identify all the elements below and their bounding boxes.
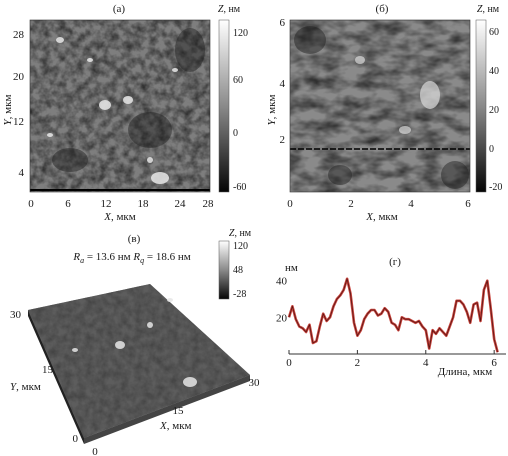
panel-b-colorbar-tick: 0 [489, 144, 494, 155]
panel-b-colorbar-tick: -20 [489, 182, 502, 193]
panel-d-x-axis-label: Длина, мкм [438, 366, 492, 378]
panel-a-y-tick: 4 [19, 167, 25, 179]
panel-a-colorbar-tick: 0 [233, 128, 238, 139]
profile-x-tick: 2 [355, 357, 361, 369]
panel-c-roughness: Ra = 13.6 нм Rq = 18.6 нм [72, 251, 190, 265]
panel-a-y-tick: 20 [13, 71, 25, 83]
panel-b-y-tick: 6 [280, 17, 286, 29]
panel-b-x-tick: 0 [287, 198, 293, 210]
profile-x-tick: 4 [423, 357, 429, 369]
panel-c-x-tick: 0 [92, 446, 98, 456]
panel-c-colorbar-tick: 120 [233, 241, 248, 252]
panel-c-colorbar [218, 240, 230, 300]
panel-c-colorbar-tick: -28 [233, 289, 246, 300]
panel-a-x-tick: 6 [65, 198, 71, 210]
panel-b-x-tick: 4 [408, 198, 414, 210]
profile-x-tick: 0 [286, 357, 292, 369]
panel-a-x-axis-label: X, мкм [103, 211, 136, 223]
panel-a-colorbar-title: Z, нм [218, 4, 241, 15]
panel-a-afm-image [29, 19, 211, 193]
panel-b-y-axis-label: Y, мкм [266, 95, 278, 126]
panel-a-colorbar-tick: 60 [233, 75, 243, 86]
panel-a-y-tick: 28 [13, 29, 25, 41]
panel-a-y-tick: 12 [13, 116, 24, 128]
panel-b-colorbar-tick: 40 [489, 66, 499, 77]
profile-x-tick: 6 [491, 357, 497, 369]
panel-a-x-tick: 12 [101, 198, 112, 210]
panel-c-colorbar-title: Z, нм [229, 228, 252, 239]
panel-a-x-tick: 24 [175, 198, 187, 210]
panel-a-label: (а) [113, 3, 126, 15]
panel-b-afm-image [289, 19, 471, 193]
panel-b-x-tick: 6 [465, 198, 471, 210]
panel-c-y-tick: 0 [73, 433, 79, 445]
panel-a-colorbar-tick: 120 [233, 28, 248, 39]
panel-b-colorbar-tick: 60 [489, 27, 499, 38]
profile-plot: 0 2 4 6 20 40 [276, 276, 506, 369]
panel-a-colorbar-tick: -60 [233, 182, 246, 193]
profile-line [287, 277, 499, 353]
panel-c-y-tick: 30 [10, 309, 22, 321]
panel-c: (в) Ra = 13.6 нм Rq = 18.6 нм Z, нм 120 … [10, 228, 260, 456]
panel-d: (г) нм 0 2 4 6 20 40 Длина, мкм [276, 256, 506, 378]
panel-c-x-axis-label: X, мкм [159, 420, 192, 432]
panel-b-y-tick: 4 [280, 78, 286, 90]
panel-a-y-axis-label: Y, мкм [2, 95, 14, 126]
panel-b: (б) 6 4 2 Y, мкм 0 2 4 [266, 3, 502, 223]
panel-d-y-unit: нм [285, 262, 298, 274]
panel-b-x-tick: 2 [348, 198, 354, 210]
panel-c-x-tick: 15 [173, 405, 185, 417]
panel-a: (а) 28 20 [2, 3, 248, 223]
panel-b-x-axis-label: X, мкм [365, 211, 398, 223]
panel-c-3d-surface [28, 284, 250, 444]
panel-c-y-axis-label: Y, мкм [10, 381, 41, 393]
panel-b-y-tick: 2 [280, 134, 286, 146]
profile-y-tick: 40 [276, 276, 288, 288]
profile-line-core [288, 278, 498, 353]
panel-a-x-tick: 18 [138, 198, 150, 210]
panel-c-x-tick: 30 [249, 377, 261, 389]
panel-c-colorbar-tick: 48 [233, 265, 243, 276]
panel-b-colorbar [475, 19, 487, 193]
panel-c-label: (в) [128, 233, 141, 245]
panel-d-label: (г) [389, 256, 401, 268]
panel-b-colorbar-title: Z, нм [477, 4, 500, 15]
panel-b-colorbar-tick: 20 [489, 105, 499, 116]
panel-c-y-tick: 15 [42, 364, 54, 376]
panel-b-label: (б) [376, 3, 389, 15]
panel-a-x-tick: 28 [203, 198, 215, 210]
profile-y-tick: 20 [276, 312, 288, 324]
panel-a-colorbar [218, 19, 230, 193]
panel-a-x-tick: 0 [28, 198, 34, 210]
